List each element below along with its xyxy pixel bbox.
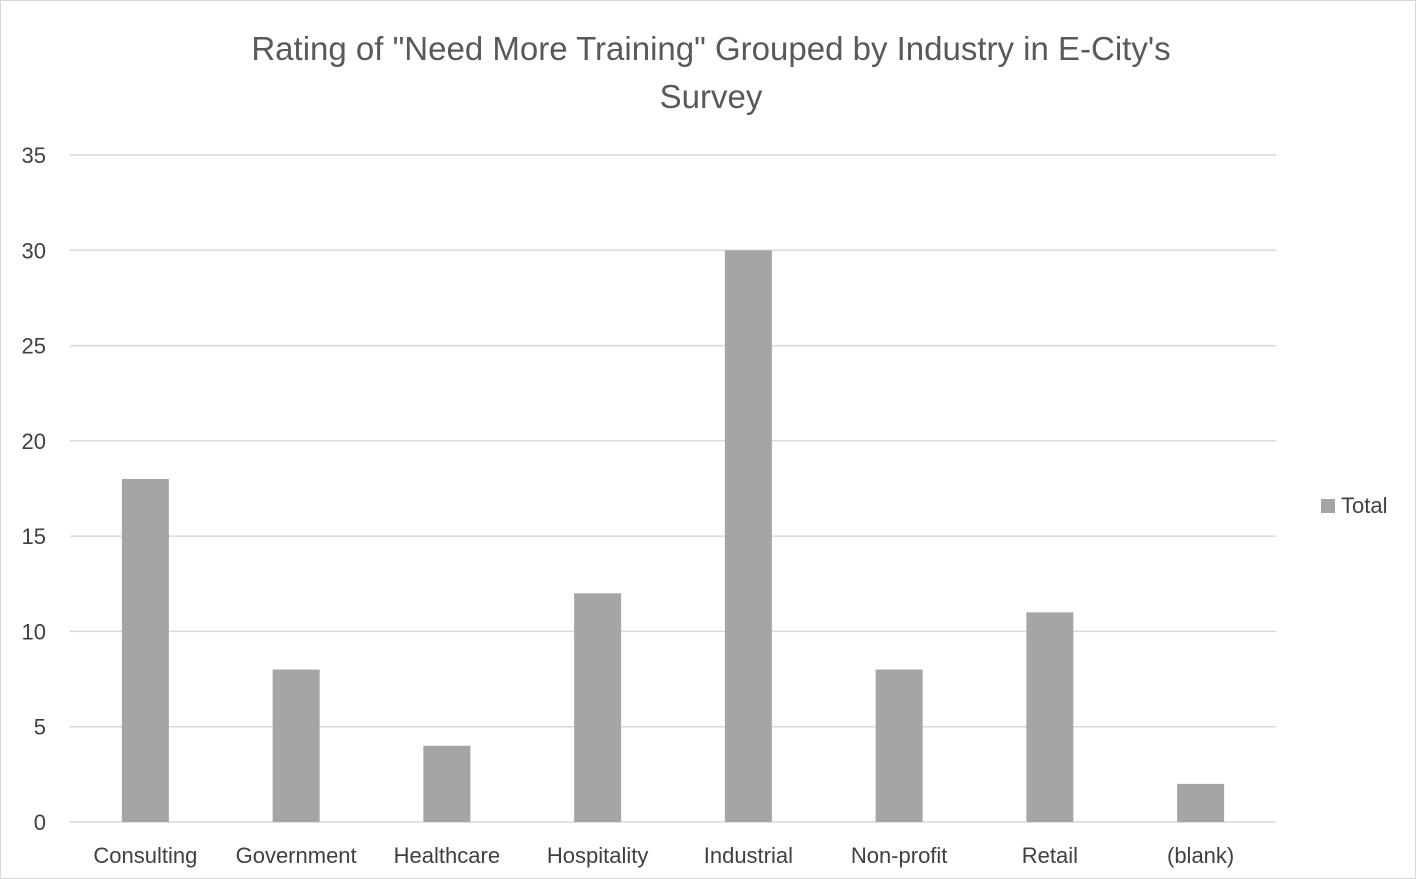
x-axis-tick-labels: Consulting Government Healthcare Hospitalit… (93, 843, 1234, 868)
y-tick-label: 0 (34, 810, 46, 835)
legend-label-total: Total (1341, 493, 1387, 518)
bar-healthcare (423, 745, 471, 822)
chart-title-line-1: Rating of "Need More Training" Grouped b… (251, 30, 1170, 67)
bar-consulting (121, 478, 169, 822)
x-tick-label: Non-profit (851, 843, 948, 868)
y-axis-tick-labels: 0 5 10 15 20 25 30 35 (22, 143, 46, 835)
chart-title: Rating of "Need More Training" Grouped b… (251, 30, 1170, 115)
bar-hospitality (574, 593, 622, 822)
y-tick-label: 5 (34, 715, 46, 740)
y-tick-label: 10 (22, 619, 46, 644)
y-tick-label: 30 (22, 238, 46, 263)
bar-industrial (724, 250, 772, 823)
bar-retail (1026, 612, 1074, 822)
x-tick-label: Consulting (93, 843, 197, 868)
y-tick-label: 35 (22, 143, 46, 168)
y-tick-label: 20 (22, 429, 46, 454)
x-tick-label: Government (236, 843, 357, 868)
gridlines (70, 154, 1276, 823)
x-tick-label: Hospitality (547, 843, 648, 868)
bar-non-profit (875, 669, 923, 822)
bar-government (272, 669, 320, 822)
y-tick-label: 25 (22, 334, 46, 359)
legend: Total (1321, 493, 1387, 518)
x-tick-label: Retail (1022, 843, 1078, 868)
y-tick-label: 15 (22, 524, 46, 549)
bar-series-total (121, 250, 1225, 823)
x-tick-label: (blank) (1167, 843, 1234, 868)
bar-blank (1177, 783, 1225, 822)
x-tick-label: Healthcare (394, 843, 500, 868)
chart-title-line-2: Survey (660, 78, 763, 115)
x-tick-label: Industrial (704, 843, 793, 868)
legend-swatch-total (1321, 499, 1335, 513)
